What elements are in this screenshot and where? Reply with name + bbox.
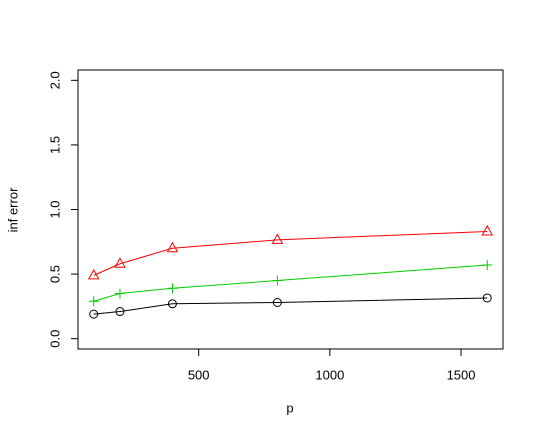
point	[167, 283, 178, 294]
point	[166, 241, 179, 253]
point	[167, 299, 177, 309]
y-tick-label: 2.0	[47, 71, 62, 89]
y-tick-label: 1.0	[47, 200, 62, 218]
point	[114, 257, 126, 268]
y-tick-label: 1.5	[47, 136, 62, 154]
series-line	[93, 297, 488, 315]
series-line	[93, 264, 488, 302]
y-tick-label: 0.5	[47, 265, 62, 283]
plot-frame	[77, 69, 504, 350]
point	[272, 275, 283, 286]
x-tick-label: 500	[188, 367, 210, 382]
series-line	[93, 230, 488, 276]
point	[88, 296, 99, 307]
point	[87, 268, 100, 280]
point	[271, 233, 284, 244]
x-axis-label: p	[286, 400, 293, 415]
point	[89, 309, 99, 319]
point	[114, 288, 125, 299]
x-tick-label: 1500	[447, 367, 476, 382]
point	[115, 307, 125, 317]
x-tick-label: 1000	[315, 367, 344, 382]
y-axis-label: inf error	[5, 187, 20, 232]
point	[482, 260, 493, 271]
point	[272, 298, 282, 307]
y-tick-label: 0.0	[47, 330, 62, 348]
point	[482, 293, 492, 303]
point	[481, 224, 494, 236]
